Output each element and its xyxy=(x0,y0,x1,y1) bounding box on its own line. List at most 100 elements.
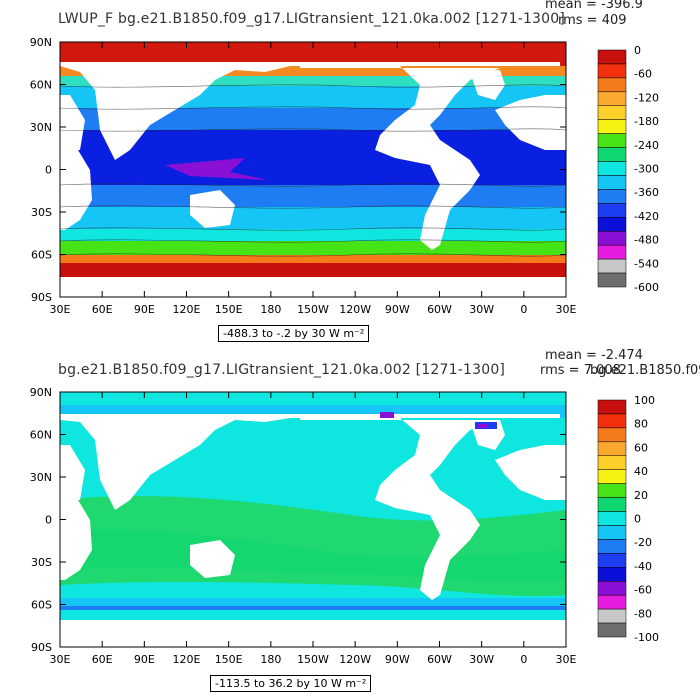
lat-tick: 0 xyxy=(45,164,52,177)
lat-axis: 90N 60N 30N 0 30S 60S 90S xyxy=(30,36,566,304)
lat-tick: 30S xyxy=(31,206,52,219)
colorbar-label: 60 xyxy=(634,441,648,454)
colorbar-label: -120 xyxy=(634,91,659,104)
colorbar-swatch xyxy=(597,567,627,582)
lat-tick: 30S xyxy=(31,556,52,569)
colorbar-swatch xyxy=(597,258,627,274)
map-plot xyxy=(60,392,566,647)
lon-tick: 120E xyxy=(173,303,201,316)
lon-tick: 30E xyxy=(556,653,577,666)
lon-tick: 180 xyxy=(260,653,281,666)
colorbar-label: -180 xyxy=(634,115,659,128)
lon-axis: 30E 60E 90E 120E 150E 180 150W 120W 90W 60W 30W 0 30… xyxy=(50,42,577,316)
colorbar-label: 0 xyxy=(634,513,641,526)
lon-tick: 60W xyxy=(427,303,452,316)
colorbar-label: -80 xyxy=(634,607,652,620)
colorbar-label: -40 xyxy=(634,560,652,573)
lon-tick: 150W xyxy=(297,303,329,316)
colorbar-swatch xyxy=(597,133,627,148)
mean-label: mean = -2.474 xyxy=(545,348,643,363)
range-label: -488.3 to -.2 by 30 W m⁻² xyxy=(218,325,370,342)
lon-tick: 0 xyxy=(520,653,527,666)
colorbar-swatch xyxy=(597,622,627,638)
colorbar-swatch xyxy=(597,608,627,624)
panel-title: LWUP_F bg.e21.B1850.f09_g17.LIGtransient… xyxy=(58,11,566,27)
colorbar-swatch xyxy=(597,63,627,79)
lon-axis: 30E 60E 90E 120E 150E 180 150W 120W 90W 60W 30W 0 30… xyxy=(50,392,577,666)
panel-top: LWUP_F bg.e21.B1850.f09_g17.LIGtransient… xyxy=(30,0,659,342)
lon-tick: 60E xyxy=(92,653,113,666)
rms-label: rms = 7.008 xyxy=(540,363,621,378)
colorbar-swatch xyxy=(597,147,627,162)
panel-title: bg.e21.B1850.f09_g17.LIGtransient_121.0k… xyxy=(58,362,506,378)
lon-tick: 120W xyxy=(339,303,371,316)
lon-tick: 150W xyxy=(297,653,329,666)
colorbar-swatch xyxy=(597,175,627,190)
colorbar-swatch xyxy=(597,525,627,540)
colorbar-label: -20 xyxy=(634,536,652,549)
lon-tick: 180 xyxy=(260,303,281,316)
lat-tick: 0 xyxy=(45,514,52,527)
colorbar-label: 20 xyxy=(634,489,648,502)
lon-tick: 30W xyxy=(469,303,494,316)
colorbar-swatch xyxy=(597,217,627,232)
colorbar-swatch xyxy=(597,161,627,176)
colorbar-swatch xyxy=(597,244,627,260)
lat-tick: 60N xyxy=(30,429,52,442)
colorbar: 0 -60 -120 -180 -240 -300 -360 -420 -480 -540 -600 xyxy=(597,44,659,294)
colorbar-label: -420 xyxy=(634,210,659,223)
lon-tick: 30E xyxy=(556,303,577,316)
rms-label: rms = 409 xyxy=(558,13,627,28)
colorbar-label: -100 xyxy=(634,631,659,644)
lon-tick: 30E xyxy=(50,653,71,666)
lon-tick: 90E xyxy=(134,653,155,666)
colorbar-label: -60 xyxy=(634,68,652,81)
lon-tick: 120W xyxy=(339,653,371,666)
colorbar-swatch xyxy=(597,497,627,512)
colorbar-swatch xyxy=(597,483,627,498)
map-figure: 90N 60N 30N 0 30S 60S 90S 30E 60E 90E 120E 1… xyxy=(30,386,659,666)
lon-tick: 0 xyxy=(520,303,527,316)
colorbar-swatch xyxy=(597,91,627,107)
colorbar-label: -240 xyxy=(634,139,659,152)
lat-axis: 90N 60N 30N 0 30S 60S 90S xyxy=(30,386,566,654)
lat-tick: 30N xyxy=(30,471,52,484)
colorbar-swatch xyxy=(597,580,627,596)
lon-tick: 150E xyxy=(215,653,243,666)
colorbar-swatch xyxy=(597,455,627,470)
lat-tick: 90N xyxy=(30,36,52,49)
overlap-label: bg.e21.B1850.f09 xyxy=(590,363,700,378)
lon-tick: 120E xyxy=(173,653,201,666)
colorbar-swatch xyxy=(597,594,627,610)
lat-tick: 90S xyxy=(31,641,52,654)
range-label: -113.5 to 36.2 by 10 W m⁻² xyxy=(210,675,372,692)
colorbar-swatch xyxy=(597,553,627,568)
colorbar-swatch xyxy=(597,272,627,288)
map-figure: 90N 60N 30N 0 30S 60S 90S 30E 60E 90E 120E 1… xyxy=(30,36,659,316)
colorbar-swatch xyxy=(597,427,627,443)
lon-tick: 30W xyxy=(469,653,494,666)
lon-tick: 90W xyxy=(385,303,410,316)
lat-tick: 90N xyxy=(30,386,52,399)
colorbar-label: -300 xyxy=(634,163,659,176)
colorbar-swatch xyxy=(597,539,627,554)
mean-label: mean = -396.9 xyxy=(545,0,643,12)
lon-tick: 150E xyxy=(215,303,243,316)
colorbar-label: 40 xyxy=(634,465,648,478)
lon-tick: 90E xyxy=(134,303,155,316)
lat-tick: 30N xyxy=(30,121,52,134)
lon-tick: 60W xyxy=(427,653,452,666)
colorbar-swatch xyxy=(597,77,627,93)
colorbar-label: -480 xyxy=(634,234,659,247)
colorbar-swatch xyxy=(597,413,627,429)
map-plot xyxy=(59,42,567,297)
lat-tick: 60S xyxy=(31,249,52,262)
colorbar-swatch xyxy=(597,511,627,526)
colorbar-label: 100 xyxy=(634,394,655,407)
colorbar-swatch xyxy=(597,399,627,415)
colorbar-swatch xyxy=(597,105,627,120)
lon-tick: 30E xyxy=(50,303,71,316)
colorbar-label: 0 xyxy=(634,44,641,57)
colorbar-swatch xyxy=(597,469,627,484)
colorbar-swatch xyxy=(597,441,627,457)
